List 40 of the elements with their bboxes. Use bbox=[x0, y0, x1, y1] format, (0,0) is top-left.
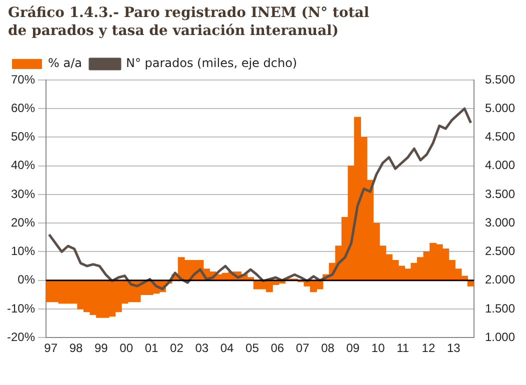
y-tick-label: -10% bbox=[7, 301, 36, 316]
x-tick-label: 07 bbox=[296, 341, 310, 356]
legend-label: N° parados (miles, eje dcho) bbox=[126, 56, 298, 70]
y2-tick-label: 2.500 bbox=[484, 244, 516, 258]
y-tick-label: 50% bbox=[10, 130, 36, 144]
x-tick-label: 04 bbox=[220, 341, 234, 356]
x-tick-label: 99 bbox=[94, 341, 108, 356]
x-tick-label: 10 bbox=[371, 341, 386, 356]
y2-tick-label: 5.500 bbox=[484, 72, 516, 86]
y2-tick-label: 3.000 bbox=[484, 215, 516, 230]
x-tick-label: 05 bbox=[246, 341, 260, 356]
x-tick-label: 09 bbox=[346, 341, 360, 356]
y-tick-label: 70% bbox=[10, 72, 36, 86]
x-tick-label: 03 bbox=[195, 341, 209, 356]
x-tick-label: 13 bbox=[446, 341, 461, 356]
y-tick-label: 30% bbox=[10, 186, 36, 201]
x-tick-label: 00 bbox=[120, 341, 134, 356]
y-tick-label: -20% bbox=[7, 330, 36, 344]
x-tick-label: 12 bbox=[422, 341, 436, 356]
x-tick-label: 11 bbox=[396, 341, 410, 356]
y-tick-label: 0% bbox=[18, 272, 36, 287]
y-tick-label: 60% bbox=[10, 100, 36, 115]
y-tick-label: 40% bbox=[10, 158, 36, 172]
chart-title: Gráfico 1.4.3.- Paro registrado INEM (N° total de parados y tasa de variación interanual) bbox=[8, 4, 370, 40]
y2-tick-label: 1.000 bbox=[484, 330, 516, 344]
x-tick-label: 02 bbox=[170, 341, 184, 356]
legend-label: % a/a bbox=[48, 56, 82, 70]
y2-tick-label: 3.500 bbox=[484, 186, 516, 201]
y2-tick-label: 4.500 bbox=[484, 130, 516, 144]
x-tick-label: 97 bbox=[44, 341, 58, 356]
x-tick-label: 06 bbox=[270, 341, 284, 356]
y2-tick-label: 1.500 bbox=[484, 301, 516, 316]
y-tick-label: 10% bbox=[10, 244, 36, 258]
x-tick-label: 98 bbox=[69, 341, 84, 356]
y2-tick-label: 4.000 bbox=[484, 158, 516, 172]
y-tick-label: 20% bbox=[10, 215, 36, 230]
x-tick-label: 01 bbox=[144, 341, 159, 356]
x-tick-label: 08 bbox=[321, 341, 335, 356]
y2-tick-label: 5.000 bbox=[484, 100, 516, 115]
y2-tick-label: 2.000 bbox=[484, 272, 516, 287]
